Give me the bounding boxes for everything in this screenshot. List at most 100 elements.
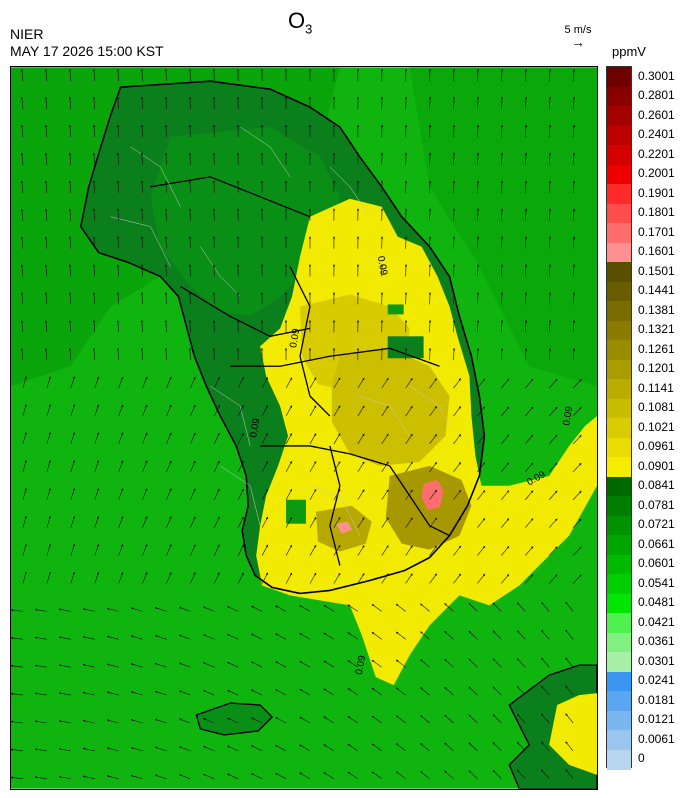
wind-arrow-icon	[500, 236, 504, 249]
wind-arrow-icon	[572, 407, 582, 417]
wind-arrow-icon	[516, 602, 526, 612]
legend-label: 0.0841	[638, 478, 675, 493]
wind-arrow-icon	[525, 546, 534, 556]
wind-arrow-icon	[20, 96, 24, 110]
wind-arrow-icon	[524, 208, 528, 221]
wind-arrow-icon	[548, 490, 558, 500]
peak-zone-busan	[421, 479, 444, 510]
wind-arrow-icon	[20, 152, 24, 165]
wind-arrow-icon	[516, 741, 526, 752]
wind-arrow-icon	[444, 631, 454, 640]
wind-arrow-icon	[116, 347, 120, 361]
wind-arrow-icon	[94, 543, 100, 556]
legend-swatch	[607, 437, 631, 458]
wind-arrow-icon	[476, 208, 480, 221]
wind-arrow-icon	[524, 68, 528, 82]
wind-arrow-icon	[202, 718, 215, 724]
legend-swatch	[607, 145, 631, 165]
wind-arrow-icon	[333, 433, 341, 445]
wind-arrow-icon	[164, 292, 168, 305]
wind-arrow-icon	[154, 607, 167, 612]
wind-arrow-icon	[420, 770, 430, 780]
wind-arrow-icon	[106, 775, 119, 780]
wind-arrow-icon	[477, 378, 486, 389]
wind-arrow-icon	[429, 378, 437, 389]
wind-arrow-icon	[572, 124, 576, 138]
legend-label: 0	[638, 751, 645, 766]
contour-label: 0.09	[561, 405, 575, 426]
province-boundaries	[150, 176, 450, 566]
wind-arrow-icon	[44, 96, 48, 110]
wind-arrow-icon	[524, 319, 528, 333]
wind-arrow-icon	[46, 515, 51, 528]
wind-arrow-icon	[309, 544, 317, 556]
wind-arrow-icon	[130, 691, 143, 696]
wind-arrow-icon	[237, 516, 244, 528]
wind-arrow-icon	[309, 489, 317, 500]
wind-arrow-icon	[548, 574, 558, 584]
legend-label: 0.0121	[638, 712, 675, 727]
wind-arrow-icon	[140, 96, 144, 110]
wind-arrow-icon	[142, 432, 148, 445]
wind-arrow-icon	[500, 96, 504, 110]
wind-arrow-icon	[371, 771, 382, 780]
wind-arrow-icon	[429, 573, 437, 584]
wind-arrow-icon	[500, 68, 504, 82]
wind-arrow-icon	[34, 748, 47, 752]
wind-arrow-icon	[190, 432, 196, 445]
wind-arrow-icon	[166, 404, 172, 417]
wind-arrow-icon	[525, 574, 534, 584]
legend-swatch	[607, 223, 631, 243]
wind-arrow-icon	[82, 691, 95, 696]
wind-arrow-icon	[20, 347, 24, 361]
wind-arrow-icon	[476, 347, 480, 361]
wind-arrow-icon	[214, 488, 220, 500]
wind-arrow-icon	[261, 460, 268, 472]
wind-arrow-icon	[492, 658, 502, 668]
wind-arrow-icon	[70, 432, 76, 445]
wind-arrow-icon	[190, 488, 196, 500]
wind-arrow-icon	[44, 347, 48, 361]
wind-arrow-icon	[381, 517, 389, 528]
wind-arrow-icon	[275, 717, 287, 724]
wind-arrow-icon	[572, 180, 576, 193]
wind-arrow-icon	[477, 434, 486, 445]
wind-arrow-icon	[420, 631, 430, 640]
wind-arrow-icon	[106, 747, 119, 752]
wind-arrow-icon	[154, 718, 167, 724]
wind-arrow-icon	[20, 236, 24, 249]
wind-arrow-icon	[492, 714, 502, 724]
legend-label: 0.2001	[638, 166, 675, 181]
wind-arrow-icon	[500, 208, 504, 221]
wind-arrow-icon	[524, 152, 528, 165]
wind-arrow-icon	[70, 460, 76, 472]
legend-swatch	[607, 340, 631, 360]
wind-arrow-icon	[44, 180, 48, 193]
wind-arrow-icon	[118, 376, 124, 389]
wind-vector-field	[11, 68, 582, 780]
legend-label: 0.0661	[638, 536, 675, 551]
legend-swatch	[607, 106, 631, 126]
wind-arrow-icon	[70, 404, 76, 417]
legend-label: 0.0361	[638, 634, 675, 649]
wind-arrow-icon	[323, 688, 335, 696]
wind-arrow-icon	[453, 545, 462, 556]
wind-arrow-icon	[357, 489, 365, 500]
wind-arrow-icon	[142, 544, 148, 556]
wind-arrow-icon	[525, 378, 534, 389]
wind-arrow-icon	[130, 663, 143, 668]
wind-arrow-icon	[11, 776, 23, 780]
wind-arrow-icon	[190, 572, 196, 584]
wind-arrow-icon	[492, 742, 502, 752]
wind-arrow-icon	[116, 180, 120, 193]
legend-label: 0.2801	[638, 88, 675, 103]
wind-arrow-icon	[166, 572, 172, 584]
wind-arrow-icon	[516, 713, 526, 724]
wind-arrow-icon	[323, 744, 335, 752]
wind-arrow-icon	[572, 292, 576, 305]
wind-arrow-icon	[226, 634, 239, 640]
wind-arrow-icon	[58, 636, 71, 640]
wind-arrow-icon	[20, 68, 24, 82]
wind-arrow-icon	[309, 377, 317, 389]
wind-arrow-icon	[444, 686, 454, 696]
